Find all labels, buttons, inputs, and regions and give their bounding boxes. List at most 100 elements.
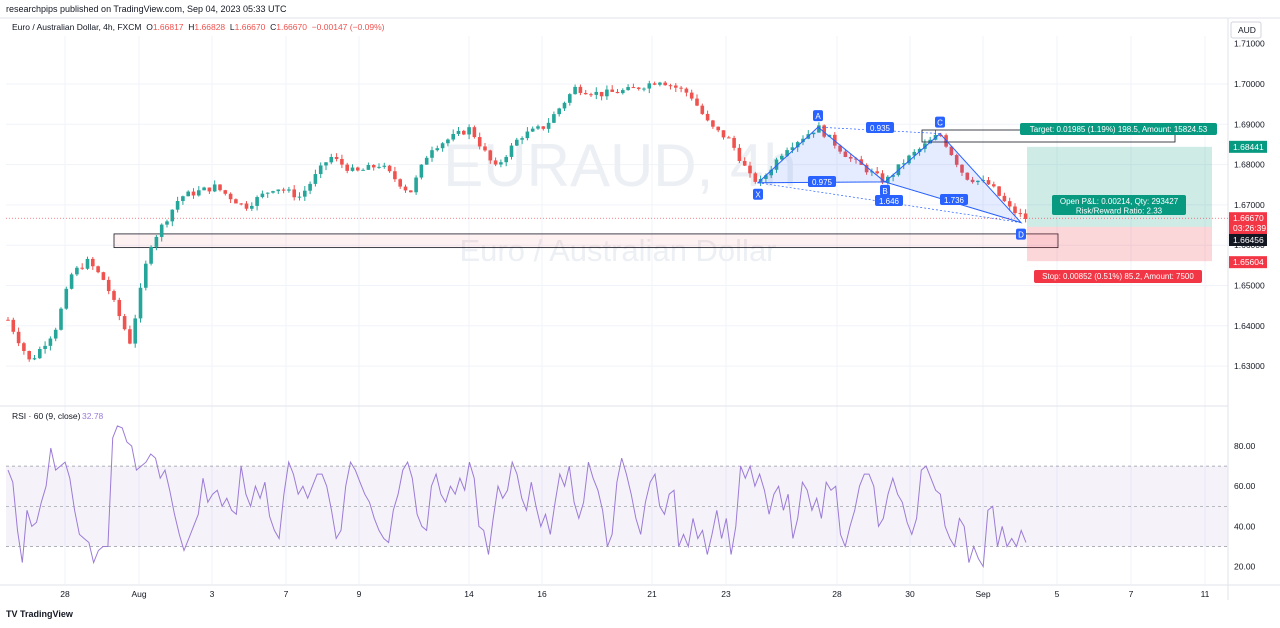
candle bbox=[477, 137, 482, 147]
long-position[interactable]: Target: 0.01985 (1.19%) 198.5, Amount: 1… bbox=[921, 123, 1217, 283]
candle bbox=[795, 142, 800, 148]
svg-text:Target: 0.01985 (1.19%) 198.5,: Target: 0.01985 (1.19%) 198.5, Amount: 1… bbox=[1030, 125, 1208, 134]
candle bbox=[366, 165, 371, 170]
target-label[interactable]: Target: 0.01985 (1.19%) 198.5, Amount: 1… bbox=[1020, 123, 1217, 135]
time-tick: 23 bbox=[721, 589, 731, 599]
watermark-ticker: EURAUD, 4h bbox=[443, 132, 796, 199]
low-value: 1.66670 bbox=[234, 22, 266, 32]
candle bbox=[817, 125, 821, 133]
candle bbox=[435, 148, 440, 151]
candle bbox=[774, 159, 779, 170]
candle bbox=[864, 164, 869, 173]
candle bbox=[992, 184, 996, 187]
candle bbox=[843, 151, 848, 157]
candle bbox=[901, 163, 906, 165]
target-price-label: 1.68441 bbox=[1229, 140, 1267, 153]
candle bbox=[313, 174, 318, 184]
candle bbox=[875, 171, 879, 174]
candle bbox=[22, 343, 26, 351]
svg-text:1.646: 1.646 bbox=[879, 197, 900, 206]
grid bbox=[6, 36, 1228, 584]
candle bbox=[218, 184, 222, 191]
svg-text:Stop: 0.00852 (0.51%) 85.2, Am: Stop: 0.00852 (0.51%) 85.2, Amount: 7500 bbox=[1042, 272, 1194, 281]
candle bbox=[69, 274, 74, 289]
candle bbox=[260, 193, 265, 198]
high-value: 1.66828 bbox=[194, 22, 226, 32]
candle bbox=[403, 186, 408, 191]
candle bbox=[504, 156, 508, 163]
candle bbox=[212, 184, 217, 192]
candle bbox=[239, 203, 243, 205]
svg-text:Risk/Reward Ratio: 2.33: Risk/Reward Ratio: 2.33 bbox=[1076, 207, 1163, 216]
candle bbox=[101, 272, 106, 280]
pattern-point-a[interactable]: A bbox=[813, 110, 823, 122]
candle bbox=[356, 167, 360, 171]
pattern-ratio: 0.975 bbox=[808, 176, 836, 187]
svg-text:1.65604: 1.65604 bbox=[1233, 257, 1264, 267]
pattern-ratio: 1.646 bbox=[875, 195, 903, 206]
svg-text:B: B bbox=[882, 187, 887, 196]
candle bbox=[440, 143, 445, 149]
candle bbox=[769, 169, 773, 176]
demand-zone[interactable] bbox=[113, 233, 1059, 249]
candle bbox=[138, 287, 143, 319]
candle bbox=[43, 345, 47, 349]
axes: AUD 1.71000 1.70000 1.69000 1.68000 1.67000 1.… bbox=[0, 17, 1280, 600]
pattern-point-b[interactable]: B bbox=[880, 184, 890, 196]
svg-text:0.975: 0.975 bbox=[812, 178, 833, 187]
open-pnl-label[interactable]: Open P&L: 0.00214, Qty: 293427Risk/Rewar… bbox=[1052, 195, 1186, 216]
stop-label[interactable]: Stop: 0.00852 (0.51%) 85.2, Amount: 7500 bbox=[1034, 270, 1202, 283]
candle bbox=[658, 82, 662, 85]
rsi-tick: 60.00 bbox=[1234, 481, 1256, 491]
candle bbox=[175, 201, 180, 210]
pattern-ratio: 0.935 bbox=[866, 122, 894, 133]
candle bbox=[483, 146, 487, 151]
candle bbox=[106, 279, 111, 292]
svg-text:X: X bbox=[755, 191, 761, 200]
candle bbox=[493, 160, 498, 165]
svg-text:03:26:39: 03:26:39 bbox=[1233, 223, 1266, 233]
price-tick: 1.69000 bbox=[1234, 119, 1265, 129]
candle bbox=[234, 199, 238, 204]
candle bbox=[647, 83, 652, 89]
candle bbox=[631, 87, 636, 89]
candle bbox=[790, 147, 795, 151]
candle bbox=[515, 139, 519, 146]
candle bbox=[530, 128, 535, 132]
candle bbox=[721, 130, 726, 138]
candle bbox=[271, 191, 275, 193]
harmonic-pattern[interactable]: X A B C D 0.935 0.975 1.646 1.736 bbox=[753, 110, 1026, 240]
candle bbox=[1002, 195, 1007, 202]
candle bbox=[324, 162, 328, 166]
candle bbox=[753, 173, 758, 182]
pattern-point-d[interactable]: D bbox=[1016, 228, 1026, 240]
candle bbox=[827, 134, 832, 137]
candle bbox=[594, 91, 599, 95]
tradingview-icon: TV bbox=[6, 609, 21, 619]
pattern-point-c[interactable]: C bbox=[935, 116, 945, 128]
price-tick: 1.65000 bbox=[1234, 281, 1265, 291]
candle bbox=[345, 164, 349, 171]
candle bbox=[265, 192, 270, 194]
candle bbox=[525, 131, 530, 139]
candle bbox=[652, 83, 657, 85]
pattern-point-x[interactable]: X bbox=[753, 188, 763, 200]
candle bbox=[462, 130, 466, 135]
candle bbox=[117, 299, 122, 317]
candle bbox=[811, 132, 816, 135]
candle bbox=[939, 134, 943, 136]
candle bbox=[684, 88, 689, 93]
candle bbox=[361, 169, 365, 171]
svg-text:D: D bbox=[1018, 231, 1024, 240]
candle bbox=[880, 173, 885, 183]
time-tick: 9 bbox=[357, 589, 362, 599]
candle bbox=[705, 113, 710, 121]
candle bbox=[287, 189, 291, 191]
publish-header: researchpips published on TradingView.co… bbox=[6, 4, 287, 14]
candle bbox=[340, 158, 344, 165]
candle bbox=[191, 191, 196, 196]
candle bbox=[599, 91, 604, 97]
candle bbox=[854, 158, 858, 160]
candle bbox=[848, 156, 853, 159]
